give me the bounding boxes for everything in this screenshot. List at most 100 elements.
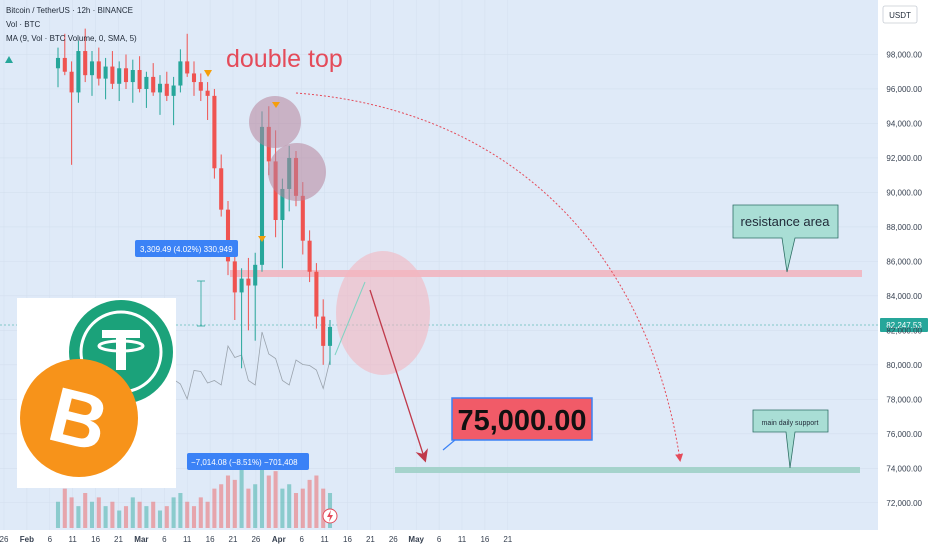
candle-body: [205, 90, 210, 96]
bitcoin-logo: [20, 359, 138, 477]
volume-bar: [110, 501, 115, 528]
price-tick-label: 72,000.00: [886, 499, 922, 508]
currency-button[interactable]: [882, 5, 918, 24]
price-axis-labels: 98,000.00 96,000.00 94,000.00 92,000.00 90,0…: [886, 50, 922, 507]
candle-body: [137, 70, 142, 89]
time-tick-label: 16: [480, 535, 489, 544]
volume-bar: [259, 458, 265, 528]
candle-body: [314, 271, 319, 317]
volume-bar: [307, 479, 312, 528]
candle-body: [185, 61, 190, 74]
time-tick-label: 6: [48, 535, 53, 544]
volume-bar: [198, 497, 203, 528]
volume-bar: [171, 497, 176, 528]
measure-down-box: [187, 453, 309, 470]
candle-body: [307, 240, 312, 272]
candle-body: [62, 57, 67, 72]
volume-bar: [287, 484, 292, 528]
logo-panel: B: [17, 298, 176, 488]
price-tick-label: 74,000.00: [886, 464, 922, 473]
candle-body: [225, 209, 231, 262]
volume-bar: [293, 493, 299, 528]
price-tick-label: 84,000.00: [886, 292, 922, 301]
volume-bar: [130, 497, 135, 528]
time-tick-label: 16: [343, 535, 352, 544]
candle-body: [83, 51, 88, 76]
volume-bar: [55, 501, 61, 528]
candle-body: [76, 51, 81, 93]
price-tick-label: 76,000.00: [886, 430, 922, 439]
volume-bar: [321, 488, 326, 528]
volume-bar: [69, 497, 74, 528]
time-tick-label: 16: [91, 535, 100, 544]
price-tick-label: 90,000.00: [886, 188, 922, 197]
volume-bar: [157, 510, 163, 528]
time-tick-label: May: [408, 535, 424, 544]
last-price-tag: [880, 318, 928, 332]
candle-body: [219, 168, 224, 210]
candle-body: [232, 261, 237, 293]
volume-bar: [314, 475, 319, 528]
volume-bar: [76, 506, 81, 528]
volume-bar: [123, 506, 129, 528]
triangle-marker-icon: [272, 102, 280, 108]
volume-bar: [266, 475, 271, 528]
currency-label[interactable]: USDT: [889, 11, 911, 20]
time-tick-label: Mar: [134, 535, 148, 544]
chart-title: Bitcoin / TetherUS · 12h · BINANCE: [6, 6, 134, 15]
candle-body: [117, 68, 122, 84]
candle-body: [191, 73, 197, 83]
candle-body: [171, 85, 176, 96]
measure-up-label: 3,309.49 (4.02%) 330,949: [140, 245, 233, 254]
candle-body: [89, 61, 95, 76]
time-tick-label: 11: [183, 535, 192, 544]
volume-bar: [253, 484, 258, 528]
candle-body: [198, 82, 203, 91]
volume-bar: [239, 466, 244, 528]
candle-body: [280, 188, 285, 220]
volume-bar: [212, 488, 217, 528]
candle-body: [151, 76, 156, 93]
resistance-label: resistance area: [741, 214, 831, 229]
volume-bar: [185, 501, 190, 528]
candle-body: [327, 326, 333, 346]
candle-body: [123, 68, 129, 83]
candle-body: [55, 57, 61, 69]
volume-bar: [232, 479, 237, 528]
volume-bar: [164, 506, 169, 528]
candle-body: [110, 66, 115, 84]
volume-bar: [300, 488, 305, 528]
ma-legend: MA (9, Vol · BTC Volume, 0, SMA, 5): [6, 34, 137, 43]
time-tick-label: 11: [69, 535, 78, 544]
double-top-label: double top: [226, 45, 343, 73]
price-tick-label: 78,000.00: [886, 395, 922, 404]
volume-bar: [225, 475, 231, 528]
resistance-callout: [732, 204, 839, 273]
triangle-marker-icon: [204, 70, 212, 77]
time-axis-labels: 26 Feb 6 11 16 21 Mar 6 11 16 21 26 Apr 6 11 16 21 26 May 6…: [0, 535, 513, 544]
time-tick-label: 6: [162, 535, 167, 544]
volume-legend: Vol · BTC: [6, 20, 41, 29]
candle-body: [253, 264, 258, 286]
support-band: [395, 467, 860, 473]
drop-arrow: [369, 289, 428, 463]
time-tick-label: 6: [437, 535, 442, 544]
candle-body: [69, 71, 74, 93]
price-tick-label: 98,000.00: [886, 50, 922, 59]
volume-bar: [83, 493, 88, 528]
candle-body: [96, 61, 101, 79]
triangle-marker-icon: [258, 236, 266, 242]
time-tick-label: 26: [389, 535, 398, 544]
volume-bar: [144, 506, 149, 528]
time-tick-label: Apr: [272, 535, 286, 544]
candle-body: [239, 278, 244, 293]
candle-body: [212, 95, 217, 169]
time-tick-label: 26: [0, 535, 9, 544]
candle-body: [130, 70, 135, 83]
candle-body: [144, 76, 149, 89]
volume-bar: [137, 501, 142, 528]
double-top-circle-1: [249, 96, 301, 148]
price-axis-strip: [878, 0, 932, 530]
candle-body: [157, 83, 163, 93]
